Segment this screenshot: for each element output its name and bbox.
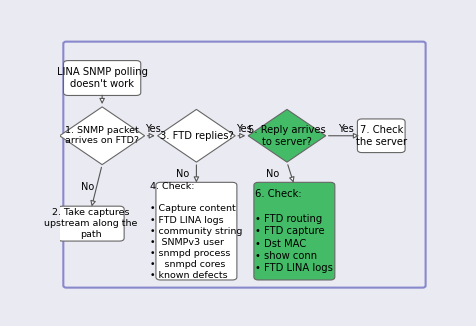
Text: 2. Take captures
upstream along the
path: 2. Take captures upstream along the path xyxy=(44,208,138,239)
Text: 4. Check:

• Capture content
• FTD LINA logs
• community string
•  SNMPv3 user
•: 4. Check: • Capture content • FTD LINA l… xyxy=(150,182,242,280)
Text: 5. Reply arrives
to server?: 5. Reply arrives to server? xyxy=(248,125,325,147)
FancyBboxPatch shape xyxy=(253,182,334,280)
FancyBboxPatch shape xyxy=(63,61,140,96)
Text: 7. Check
the server: 7. Check the server xyxy=(355,125,406,147)
Polygon shape xyxy=(60,107,144,165)
FancyBboxPatch shape xyxy=(63,42,425,288)
Polygon shape xyxy=(248,110,325,162)
Polygon shape xyxy=(157,110,235,162)
FancyBboxPatch shape xyxy=(357,119,404,153)
Text: No: No xyxy=(81,182,95,192)
Text: No: No xyxy=(266,169,279,179)
Text: Yes: Yes xyxy=(235,124,251,134)
Text: 6. Check:

• FTD routing
• FTD capture
• Dst MAC
• show conn
• FTD LINA logs: 6. Check: • FTD routing • FTD capture • … xyxy=(255,189,333,273)
FancyBboxPatch shape xyxy=(58,206,124,241)
FancyBboxPatch shape xyxy=(156,182,237,280)
Text: LINA SNMP polling
doesn't work: LINA SNMP polling doesn't work xyxy=(57,67,148,89)
Text: Yes: Yes xyxy=(337,124,353,134)
Text: Yes: Yes xyxy=(145,124,160,134)
Text: No: No xyxy=(175,169,188,179)
Text: 1. SNMP packet
arrives on FTD?: 1. SNMP packet arrives on FTD? xyxy=(65,126,139,145)
Text: 3. FTD replies?: 3. FTD replies? xyxy=(159,131,233,141)
